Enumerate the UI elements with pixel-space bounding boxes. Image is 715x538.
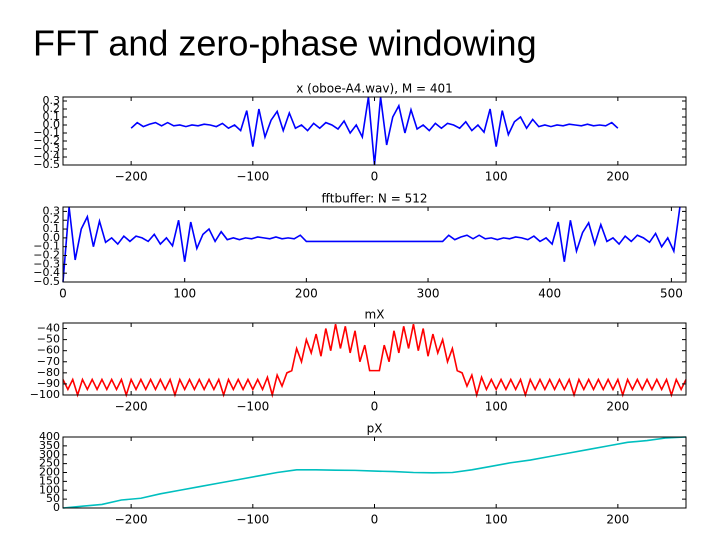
signal-line — [62, 206, 681, 283]
y-tick-label: 400 — [39, 430, 60, 443]
y-tick-label: 0.0 — [43, 118, 61, 131]
y-tick-label: −70 — [37, 355, 60, 368]
signal-line — [62, 436, 687, 509]
chart-title: fftbuffer: N = 512 — [322, 192, 428, 206]
signal-line — [62, 323, 687, 399]
x-tick-label: −100 — [236, 513, 269, 527]
y-tick-label: −0.1 — [33, 126, 60, 139]
y-tick-label: 0.0 — [43, 231, 61, 244]
signal-line — [130, 96, 619, 166]
y-tick-label: −0.3 — [33, 142, 60, 155]
y-tick-label: −0.3 — [33, 257, 60, 270]
y-tick-label: 100 — [39, 483, 60, 496]
chart-title: x (oboe-A4.wav), M = 401 — [296, 82, 453, 96]
x-tick-label: 200 — [606, 513, 629, 527]
slide-title: FFT and zero-phase windowing — [33, 23, 537, 64]
y-tick-label: −0.4 — [33, 150, 60, 163]
x-tick-label: 0 — [371, 513, 379, 527]
y-tick-label: −0.2 — [33, 249, 60, 262]
y-tick-label: −0.2 — [33, 134, 60, 147]
y-tick-label: −100 — [30, 388, 60, 401]
y-tick-label: −50 — [37, 333, 60, 346]
y-tick-label: −0.1 — [33, 240, 60, 253]
y-tick-label: −80 — [37, 366, 60, 379]
chart-title: pX — [367, 422, 383, 436]
y-tick-label: 300 — [39, 448, 60, 461]
y-tick-label: 0.3 — [43, 204, 61, 217]
y-tick-label: −60 — [37, 344, 60, 357]
y-tick-label: 150 — [39, 474, 60, 487]
x-tick-label: 100 — [485, 513, 508, 527]
y-tick-label: −0.4 — [33, 266, 60, 279]
y-tick-label: 200 — [39, 466, 60, 479]
plot-frame — [62, 96, 687, 166]
y-tick-label: 0.2 — [43, 213, 61, 226]
y-tick-label: 250 — [39, 457, 60, 470]
y-tick-label: −40 — [37, 322, 60, 335]
y-tick-label: 350 — [39, 439, 60, 452]
x-tick-label: 100 — [485, 170, 508, 184]
x-tick-label: −200 — [115, 400, 148, 414]
x-tick-label: 100 — [485, 400, 508, 414]
y-tick-label: −0.5 — [33, 275, 60, 288]
x-tick-label: −100 — [236, 400, 269, 414]
y-tick-label: −0.5 — [33, 158, 60, 171]
y-tick-label: 0.3 — [43, 94, 61, 107]
y-tick-label: −90 — [37, 377, 60, 390]
y-tick-label: 0.1 — [43, 222, 61, 235]
x-tick-label: 200 — [606, 400, 629, 414]
x-tick-label: 200 — [606, 170, 629, 184]
x-tick-label: 200 — [295, 287, 318, 301]
x-tick-label: 0 — [371, 170, 379, 184]
x-tick-label: 400 — [538, 287, 561, 301]
plot-frame — [62, 322, 687, 396]
x-tick-label: 500 — [660, 287, 683, 301]
y-tick-label: 0.1 — [43, 110, 61, 123]
x-tick-label: −200 — [115, 513, 148, 527]
x-tick-label: 0 — [371, 400, 379, 414]
y-tick-label: 0 — [53, 501, 60, 514]
x-tick-label: −100 — [236, 170, 269, 184]
x-tick-label: −200 — [115, 170, 148, 184]
plot-frame — [62, 436, 687, 509]
y-tick-label: 0.2 — [43, 102, 61, 115]
plot-frame — [62, 206, 687, 283]
x-tick-label: 0 — [59, 287, 67, 301]
y-tick-label: 50 — [46, 492, 60, 505]
x-tick-label: 100 — [173, 287, 196, 301]
x-tick-label: 300 — [417, 287, 440, 301]
chart-title: mX — [365, 308, 385, 322]
